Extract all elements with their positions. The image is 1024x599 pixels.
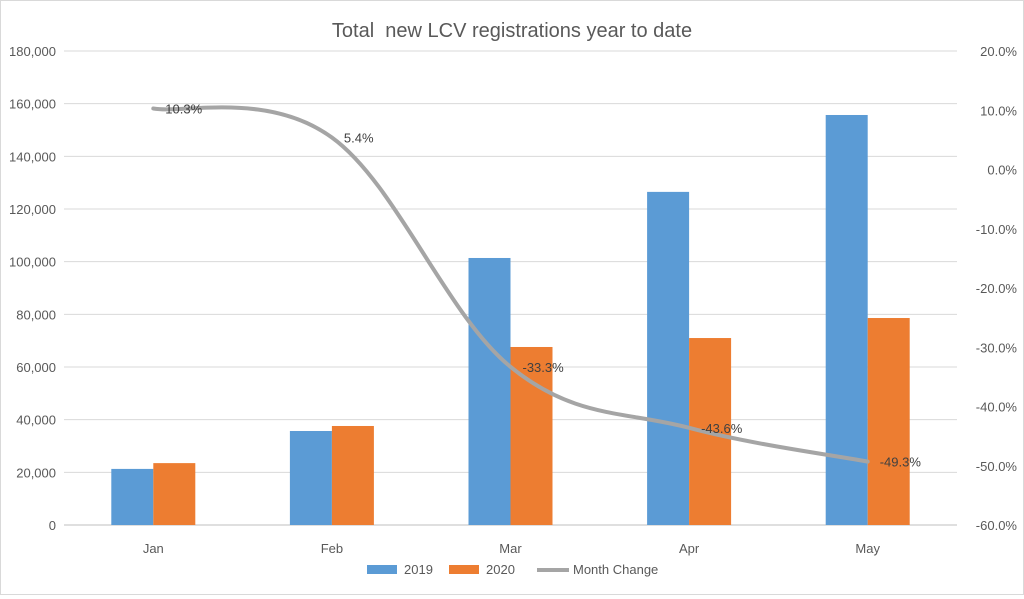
bar-2020-feb bbox=[332, 426, 374, 525]
x-tick-label: Mar bbox=[499, 541, 522, 556]
y-tick-label: 100,000 bbox=[9, 255, 56, 270]
month-change-data-label: -33.3% bbox=[523, 360, 565, 375]
x-tick-label: May bbox=[855, 541, 880, 556]
y2-tick-label: -30.0% bbox=[976, 340, 1018, 355]
y2-tick-label: -60.0% bbox=[976, 518, 1018, 533]
y-tick-label: 40,000 bbox=[16, 413, 56, 428]
chart-title: Total new LCV registrations year to date bbox=[332, 20, 692, 42]
bar-2019-feb bbox=[290, 431, 332, 525]
legend-label: 2020 bbox=[486, 562, 515, 577]
y-tick-label: 20,000 bbox=[16, 465, 56, 480]
x-axis: Jan Feb Mar Apr May bbox=[143, 541, 881, 556]
bar-2020-may bbox=[868, 318, 910, 525]
month-change-data-label: -43.6% bbox=[701, 421, 743, 436]
bar-2020-jan bbox=[153, 463, 195, 525]
bars bbox=[111, 115, 909, 525]
legend: 2019 2020 Month Change bbox=[367, 562, 658, 577]
bar-2019-jan bbox=[111, 469, 153, 525]
y-tick-label: 140,000 bbox=[9, 149, 56, 164]
y-tick-label: 0 bbox=[49, 518, 56, 533]
y-tick-label: 60,000 bbox=[16, 360, 56, 375]
month-change-data-label: 5.4% bbox=[344, 131, 374, 146]
y2-tick-label: -40.0% bbox=[976, 400, 1018, 415]
x-tick-label: Jan bbox=[143, 541, 164, 556]
y2-tick-label: 20.0% bbox=[980, 44, 1017, 59]
y-axis-right: -60.0% -50.0% -40.0% -30.0% -20.0% -10.0% 0.0%… bbox=[976, 44, 1018, 533]
y2-tick-label: -50.0% bbox=[976, 459, 1018, 474]
y-tick-label: 80,000 bbox=[16, 307, 56, 322]
x-tick-label: Apr bbox=[679, 541, 700, 556]
y2-tick-label: -10.0% bbox=[976, 222, 1018, 237]
month-change-data-label: -49.3% bbox=[880, 455, 922, 470]
legend-label: 2019 bbox=[404, 562, 433, 577]
y2-tick-label: 0.0% bbox=[987, 163, 1017, 178]
bar-2019-apr bbox=[647, 192, 689, 525]
y-tick-label: 120,000 bbox=[9, 202, 56, 217]
legend-swatch-2019 bbox=[367, 565, 397, 574]
bar-2019-may bbox=[826, 115, 868, 525]
y2-tick-label: 10.0% bbox=[980, 103, 1017, 118]
y-axis-left: 0 20,000 40,000 60,000 80,000 100,000 120,000 1… bbox=[9, 44, 56, 533]
x-tick-label: Feb bbox=[321, 541, 343, 556]
month-change-data-label: 10.3% bbox=[165, 101, 202, 116]
legend-swatch-2020 bbox=[449, 565, 479, 574]
y-tick-label: 180,000 bbox=[9, 44, 56, 59]
y2-tick-label: -20.0% bbox=[976, 281, 1018, 296]
bar-2019-mar bbox=[469, 258, 511, 525]
legend-label: Month Change bbox=[573, 562, 658, 577]
y-tick-label: 160,000 bbox=[9, 97, 56, 112]
